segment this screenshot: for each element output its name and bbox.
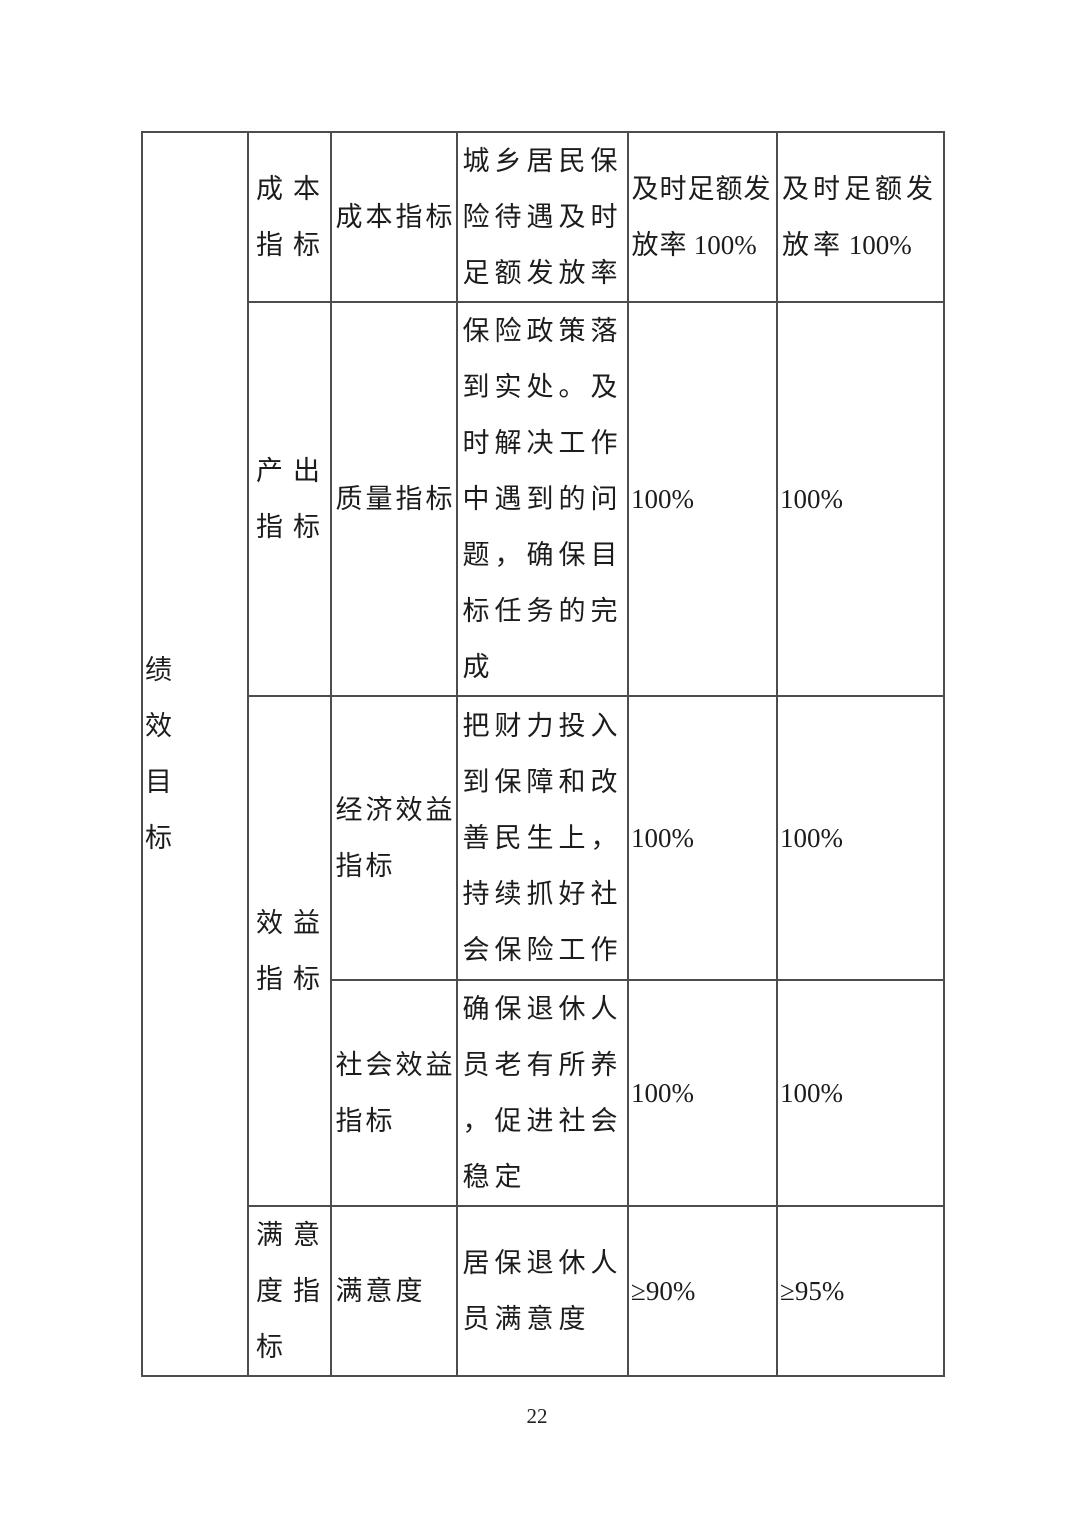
cell-value-2: 100% [776, 695, 945, 981]
cell-indicator-description: 把财力投入到保障和改善民生上，持续抓好社会保险工作 [456, 695, 629, 981]
cell-indicator-description: 居保退休人员满意度 [456, 1205, 629, 1377]
cell-indicator-category: 满意度 指标 [247, 1205, 332, 1377]
cell-indicator-description: 城乡居民保险待遇及时足额发放率 [456, 131, 629, 303]
cell-indicator-category: 产出指标 [247, 301, 332, 697]
table-row: 绩效目标 成本指标 成本指标 城乡居民保险待遇及时足额发放率 及时足额发放率 1… [141, 131, 945, 1377]
cell-value-1: ≥90% [627, 1205, 778, 1377]
cell-indicator-category: 成本指标 [247, 131, 332, 303]
performance-goal-label: 绩效目标 [145, 655, 172, 853]
cell-indicator-name: 经济效益指标 [330, 695, 458, 981]
cell-indicator-name: 质量指标 [330, 301, 458, 697]
cell-value-2: ≥95% [776, 1205, 945, 1377]
cell-indicator-name: 社会效益指标 [330, 979, 458, 1207]
cell-indicator-description: 确保退休人员老有所养，促进社会稳定 [456, 979, 629, 1207]
cell-performance-goal-header: 绩效目标 [141, 131, 249, 1377]
performance-target-table: 绩效目标 成本指标 成本指标 城乡居民保险待遇及时足额发放率 及时足额发放率 1… [141, 131, 945, 1377]
cell-indicator-name: 满意度 [330, 1205, 458, 1377]
cell-value-2: 100% [776, 979, 945, 1207]
cell-value-2: 及时足额发放率 100% [776, 131, 945, 303]
cell-value-1: 及时足额发放率 100% [627, 131, 778, 303]
cell-value-1: 100% [627, 979, 778, 1207]
table-row: 产出指标 质量指标 保险政策落到实处。及时解决工作中遇到的问题，确保目标任务的完… [142, 301, 945, 697]
cell-value-1: 100% [627, 695, 778, 981]
cell-value-2: 100% [776, 301, 945, 697]
table-row: 满意度 指标 满意度 居保退休人员满意度 ≥90% ≥95% [142, 1205, 945, 1377]
table-row: 社会效益指标 确保退休人员老有所养，促进社会稳定 100% 100% [142, 979, 945, 1207]
cell-indicator-name: 成本指标 [330, 131, 458, 303]
page-number: 22 [526, 1404, 548, 1428]
cell-value-1: 100% [627, 301, 778, 697]
cell-indicator-description: 保险政策落到实处。及时解决工作中遇到的问题，确保目标任务的完成 [456, 301, 629, 697]
table-row: 效益指标 经济效益指标 把财力投入到保障和改善民生上，持续抓好社会保险工作 10… [142, 695, 945, 1207]
cell-indicator-category: 效益指标 [247, 695, 332, 1207]
